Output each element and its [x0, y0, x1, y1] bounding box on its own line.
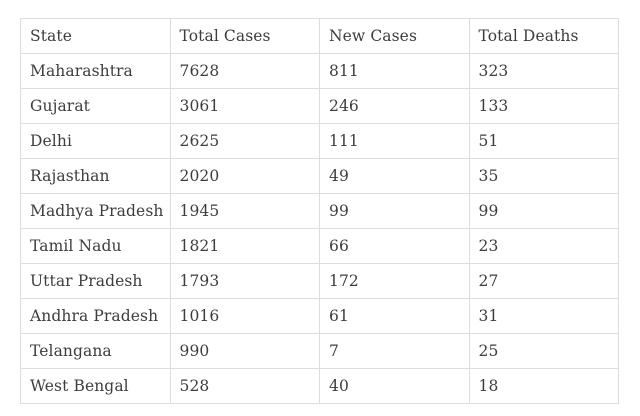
value-cell: 61 — [319, 298, 470, 334]
state-cell: West Bengal — [20, 368, 171, 404]
value-cell: 246 — [319, 88, 470, 124]
state-cell: Delhi — [20, 123, 171, 159]
column-header: Total Deaths — [468, 18, 619, 54]
value-cell: 3061 — [169, 88, 320, 124]
table-row: Andhra Pradesh 1016 61 31 — [20, 298, 619, 334]
value-cell: 133 — [468, 88, 619, 124]
value-cell: 1016 — [169, 298, 320, 334]
value-cell: 1793 — [169, 263, 320, 299]
value-cell: 31 — [468, 298, 619, 334]
value-cell: 49 — [319, 158, 470, 194]
table-row: Tamil Nadu 1821 66 23 — [20, 228, 619, 264]
table-row: Telangana 990 7 25 — [20, 333, 619, 369]
covid-state-table: State Total Cases New Cases Total Deaths Ma… — [20, 18, 619, 404]
value-cell: 51 — [468, 123, 619, 159]
value-cell: 27 — [468, 263, 619, 299]
state-cell: Tamil Nadu — [20, 228, 171, 264]
value-cell: 7628 — [169, 53, 320, 89]
value-cell: 172 — [319, 263, 470, 299]
state-cell: Uttar Pradesh — [20, 263, 171, 299]
value-cell: 323 — [468, 53, 619, 89]
column-header: State — [20, 18, 171, 54]
value-cell: 25 — [468, 333, 619, 369]
table-row: Madhya Pradesh 1945 99 99 — [20, 193, 619, 229]
table-row: Rajasthan 2020 49 35 — [20, 158, 619, 194]
table-row: Uttar Pradesh 1793 172 27 — [20, 263, 619, 299]
value-cell: 2020 — [169, 158, 320, 194]
value-cell: 111 — [319, 123, 470, 159]
value-cell: 18 — [468, 368, 619, 404]
value-cell: 811 — [319, 53, 470, 89]
value-cell: 2625 — [169, 123, 320, 159]
table-body: Maharashtra 7628 811 323 Gujarat 3061 246 133 De… — [20, 53, 619, 404]
value-cell: 66 — [319, 228, 470, 264]
table-container: State Total Cases New Cases Total Deaths Ma… — [20, 18, 619, 404]
column-header: Total Cases — [169, 18, 320, 54]
value-cell: 528 — [169, 368, 320, 404]
state-cell: Telangana — [20, 333, 171, 369]
header-row: State Total Cases New Cases Total Deaths — [20, 18, 619, 54]
value-cell: 23 — [468, 228, 619, 264]
column-header: New Cases — [319, 18, 470, 54]
state-cell: Maharashtra — [20, 53, 171, 89]
value-cell: 40 — [319, 368, 470, 404]
value-cell: 99 — [468, 193, 619, 229]
state-cell: Andhra Pradesh — [20, 298, 171, 334]
table-row: West Bengal 528 40 18 — [20, 368, 619, 404]
value-cell: 35 — [468, 158, 619, 194]
state-cell: Rajasthan — [20, 158, 171, 194]
value-cell: 1821 — [169, 228, 320, 264]
table-row: Delhi 2625 111 51 — [20, 123, 619, 159]
value-cell: 7 — [319, 333, 470, 369]
value-cell: 990 — [169, 333, 320, 369]
table-row: Gujarat 3061 246 133 — [20, 88, 619, 124]
state-cell: Gujarat — [20, 88, 171, 124]
value-cell: 99 — [319, 193, 470, 229]
table-row: Maharashtra 7628 811 323 — [20, 53, 619, 89]
value-cell: 1945 — [169, 193, 320, 229]
state-cell: Madhya Pradesh — [20, 193, 171, 229]
